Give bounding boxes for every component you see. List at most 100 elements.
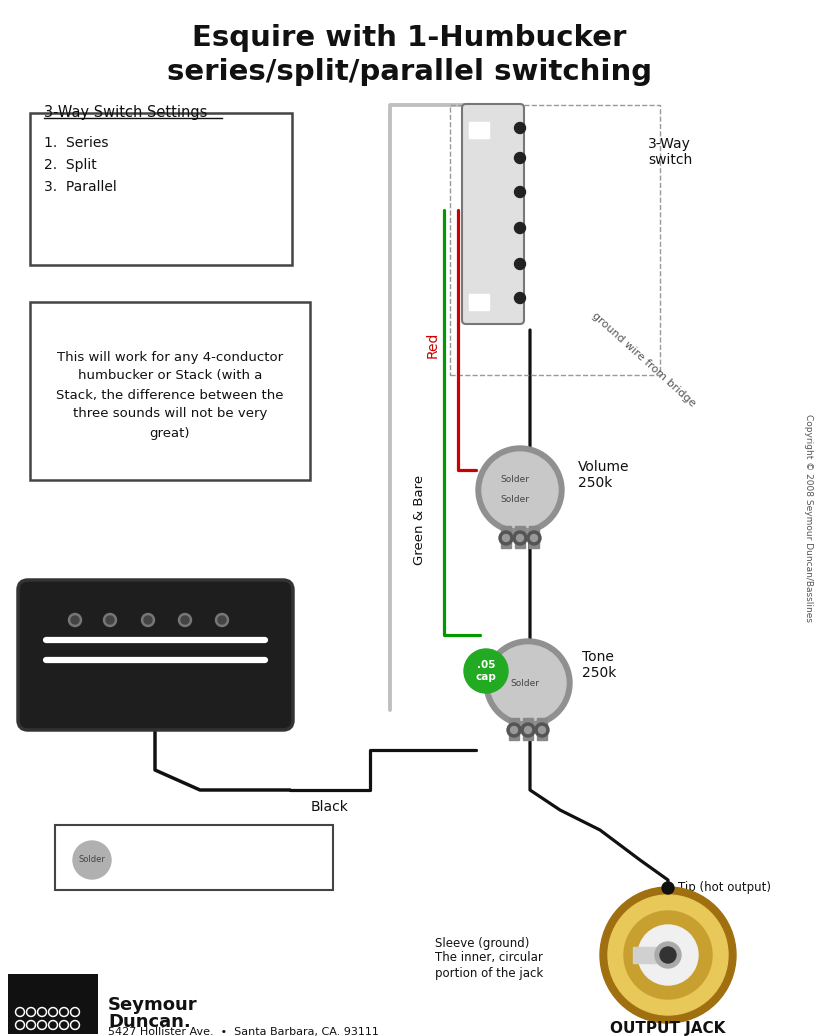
Text: = location for ground
(earth) connections.: = location for ground (earth) connection…	[118, 845, 266, 875]
Circle shape	[503, 535, 509, 542]
Text: 2.  Split: 2. Split	[44, 159, 97, 172]
Circle shape	[106, 616, 114, 624]
Circle shape	[215, 613, 229, 627]
FancyBboxPatch shape	[18, 580, 293, 730]
Text: Duncan.: Duncan.	[108, 1013, 191, 1031]
Text: 3-Way
switch: 3-Way switch	[648, 137, 692, 167]
Bar	[509, 718, 519, 740]
Bar	[537, 718, 547, 740]
Bar	[55, 825, 333, 890]
Circle shape	[72, 1009, 78, 1015]
Circle shape	[655, 942, 681, 968]
Bar	[30, 113, 292, 265]
Bar	[523, 718, 533, 740]
Text: Green & Bare: Green & Bare	[413, 474, 426, 565]
Text: 3-Way Switch Settings: 3-Way Switch Settings	[44, 105, 207, 119]
Text: Solder: Solder	[79, 856, 106, 864]
Circle shape	[16, 1020, 25, 1030]
Circle shape	[527, 531, 541, 545]
Text: 1.  Series: 1. Series	[44, 136, 108, 150]
Text: Solder: Solder	[500, 495, 530, 505]
Circle shape	[69, 613, 82, 627]
Circle shape	[600, 887, 736, 1023]
Circle shape	[218, 616, 226, 624]
Circle shape	[73, 841, 111, 879]
Circle shape	[61, 1021, 67, 1028]
Circle shape	[535, 723, 549, 737]
Circle shape	[662, 882, 674, 894]
Text: Solder: Solder	[500, 476, 530, 485]
Circle shape	[484, 639, 572, 727]
Circle shape	[60, 1020, 69, 1030]
Circle shape	[482, 452, 558, 528]
Circle shape	[61, 1009, 67, 1015]
Circle shape	[48, 1020, 57, 1030]
Circle shape	[26, 1020, 35, 1030]
Circle shape	[499, 531, 513, 545]
Circle shape	[70, 1020, 79, 1030]
Circle shape	[521, 723, 535, 737]
FancyBboxPatch shape	[462, 104, 524, 324]
Circle shape	[524, 726, 532, 733]
Bar	[469, 294, 489, 310]
Text: Seymour: Seymour	[108, 996, 197, 1014]
Text: This will work for any 4-conductor
humbucker or Stack (with a
Stack, the differe: This will work for any 4-conductor humbu…	[57, 350, 283, 439]
Bar	[30, 303, 310, 480]
Text: Copyright © 2008 Seymour Duncan/Basslines: Copyright © 2008 Seymour Duncan/Bassline…	[803, 414, 812, 622]
Circle shape	[50, 1021, 56, 1028]
Circle shape	[60, 1007, 69, 1016]
Bar	[469, 122, 489, 138]
Circle shape	[28, 1021, 34, 1028]
Text: series/split/parallel switching: series/split/parallel switching	[167, 58, 652, 86]
Bar	[633, 947, 668, 963]
Circle shape	[50, 1009, 56, 1015]
Bar	[529, 526, 539, 548]
Circle shape	[531, 535, 537, 542]
Bar	[450, 105, 660, 375]
Circle shape	[608, 895, 728, 1015]
Circle shape	[28, 1009, 34, 1015]
Text: ground wire from bridge: ground wire from bridge	[590, 311, 698, 409]
Text: .05
cap: .05 cap	[476, 660, 496, 682]
Circle shape	[660, 947, 676, 963]
Circle shape	[638, 925, 698, 985]
Circle shape	[464, 649, 508, 693]
Bar	[501, 526, 511, 548]
Text: Volume
250k: Volume 250k	[578, 460, 630, 490]
Circle shape	[514, 186, 526, 198]
Circle shape	[510, 726, 518, 733]
Circle shape	[17, 1021, 23, 1028]
Circle shape	[72, 1021, 78, 1028]
Circle shape	[624, 911, 712, 999]
Bar	[515, 526, 525, 548]
Circle shape	[39, 1009, 45, 1015]
Text: Red: Red	[426, 332, 440, 358]
Circle shape	[48, 1007, 57, 1016]
Circle shape	[513, 531, 527, 545]
Circle shape	[517, 535, 523, 542]
Text: Solder: Solder	[510, 679, 540, 688]
Circle shape	[490, 645, 566, 721]
Circle shape	[39, 1021, 45, 1028]
Circle shape	[144, 616, 152, 624]
Text: Esquire with 1-Humbucker: Esquire with 1-Humbucker	[192, 24, 627, 52]
Circle shape	[514, 152, 526, 164]
Text: Black: Black	[311, 800, 349, 814]
Circle shape	[103, 613, 116, 627]
Circle shape	[507, 723, 521, 737]
Circle shape	[17, 1009, 23, 1015]
Circle shape	[476, 447, 564, 534]
Text: Tone
250k: Tone 250k	[582, 650, 617, 680]
Circle shape	[142, 613, 155, 627]
Circle shape	[181, 616, 189, 624]
Circle shape	[514, 292, 526, 304]
Text: Tip (hot output): Tip (hot output)	[678, 882, 771, 894]
Circle shape	[514, 259, 526, 269]
Circle shape	[514, 223, 526, 233]
Circle shape	[514, 122, 526, 134]
Circle shape	[71, 616, 79, 624]
Text: Sleeve (ground)
The inner, circular
portion of the jack: Sleeve (ground) The inner, circular port…	[435, 937, 543, 979]
Text: 3.  Parallel: 3. Parallel	[44, 180, 117, 194]
Circle shape	[70, 1007, 79, 1016]
Circle shape	[179, 613, 192, 627]
